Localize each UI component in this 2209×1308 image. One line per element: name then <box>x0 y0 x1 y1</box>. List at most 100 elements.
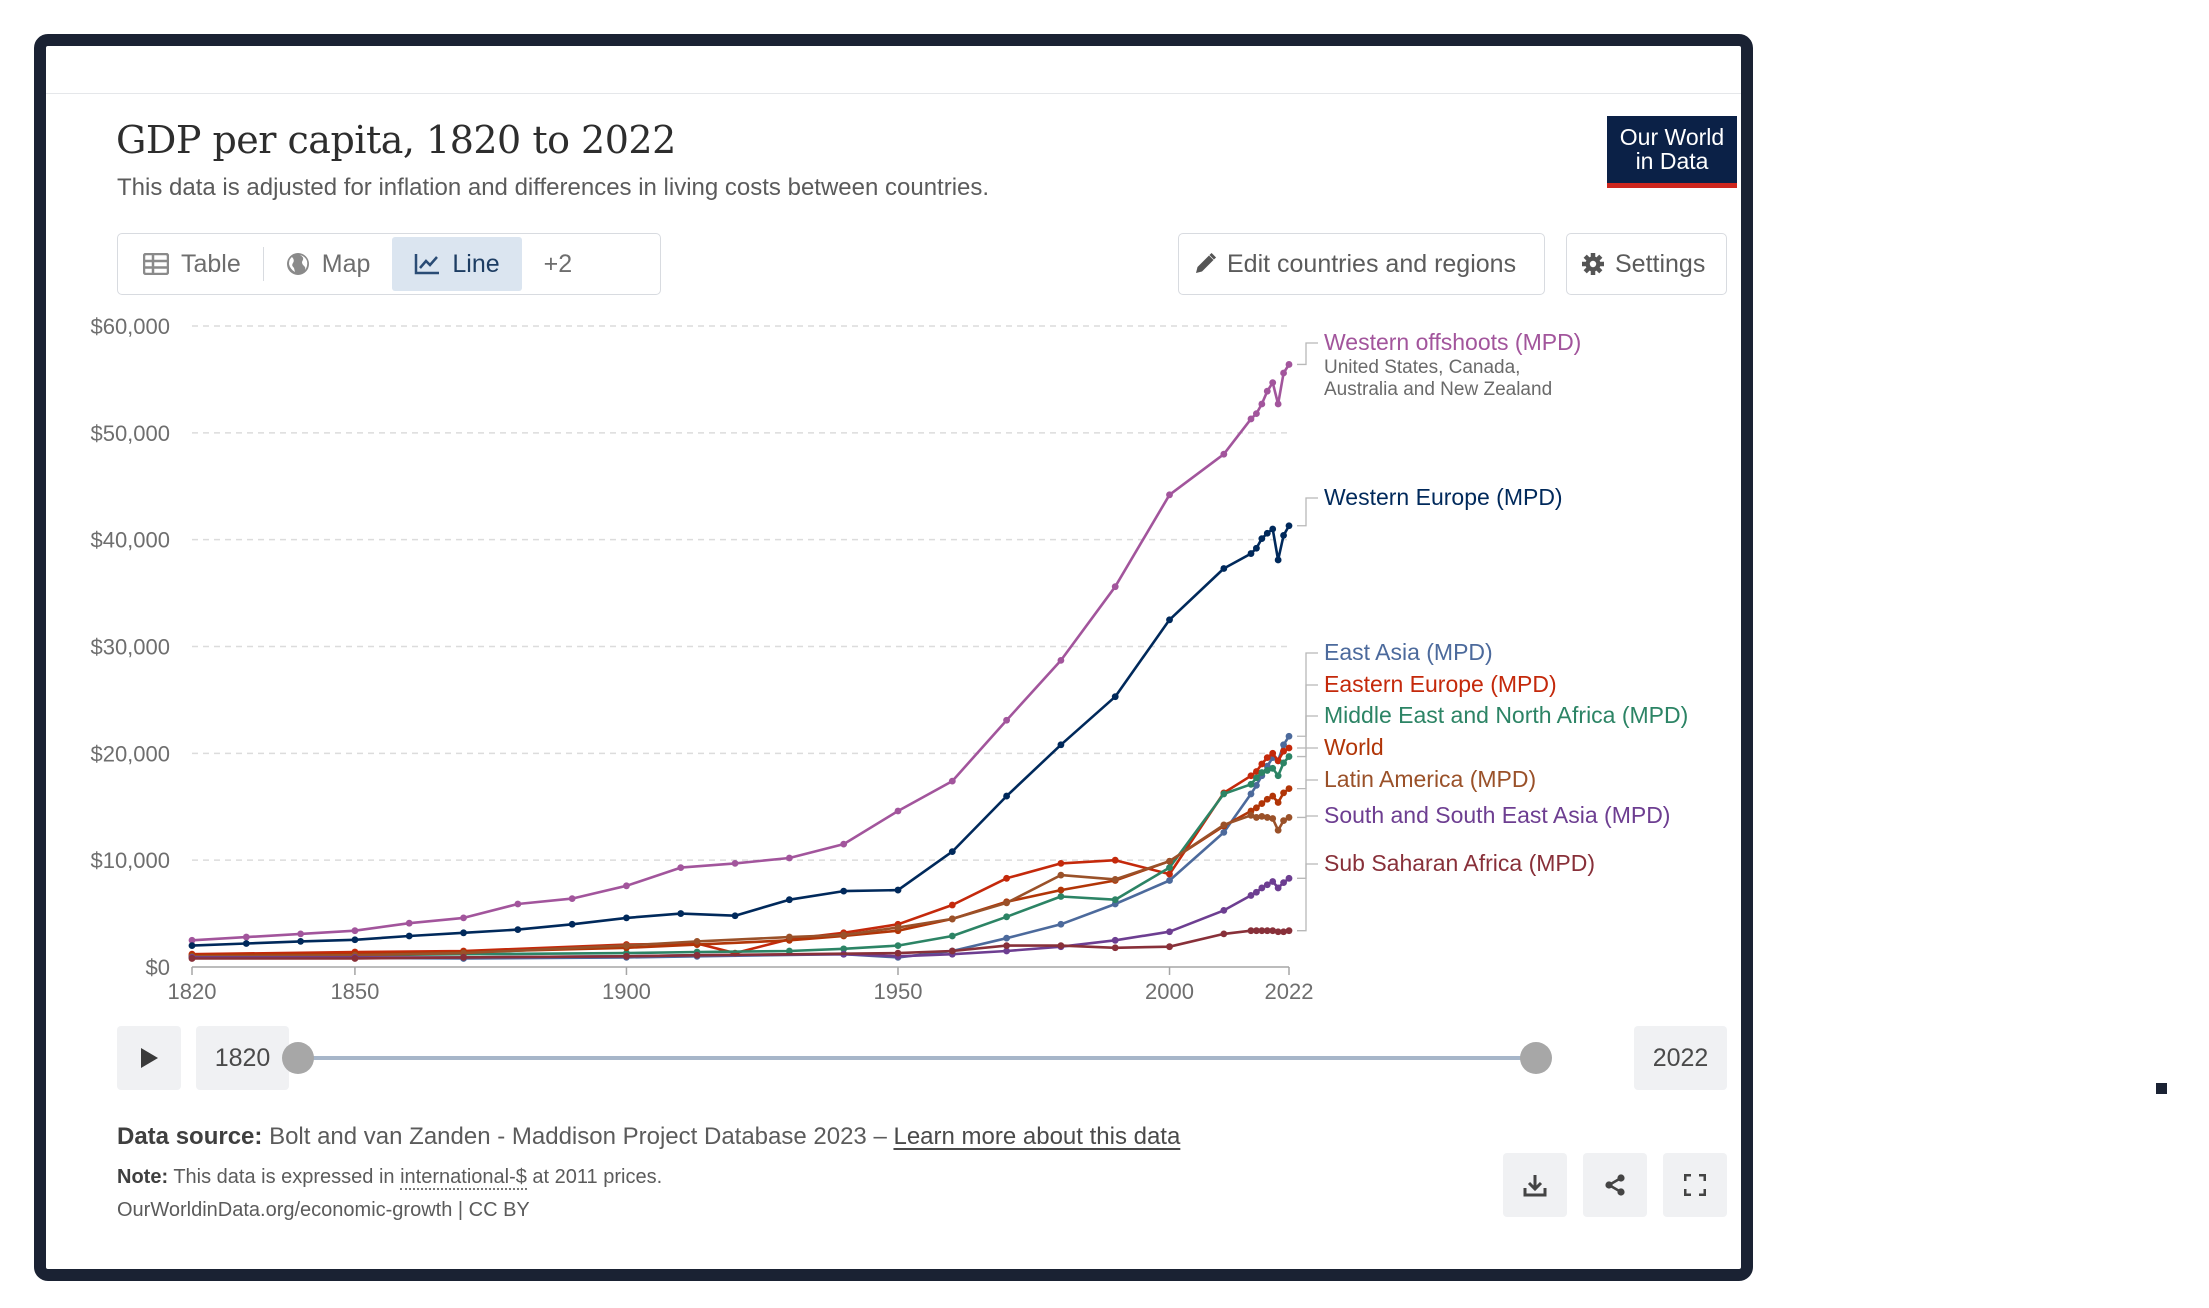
learn-more-link[interactable]: Learn more about this data <box>893 1123 1181 1150</box>
data-point-world <box>1263 795 1271 803</box>
series-line-eastern-europe <box>191 746 1290 956</box>
data-point-western-europe <box>677 910 685 917</box>
label-connector <box>1297 779 1318 819</box>
settings-button[interactable]: Settings <box>1566 233 1727 295</box>
end-year[interactable]: 2022 <box>1634 1026 1727 1090</box>
series-label-eastern-europe: Eastern Europe (MPD) <box>1324 671 1557 697</box>
international-dollar-term[interactable]: international-$ <box>400 1166 527 1190</box>
label-connector <box>1297 652 1318 737</box>
data-point-western-europe <box>623 914 630 922</box>
data-point-sub-saharan-africa <box>894 949 902 957</box>
series-label-western-europe: Western Europe (MPD) <box>1324 484 1563 510</box>
play-icon <box>141 1048 158 1068</box>
data-point-middle-east-and-north-africa <box>1111 896 1119 904</box>
tab-map-label: Map <box>321 249 371 278</box>
data-point-east-asia <box>1057 920 1065 928</box>
data-point-eastern-europe <box>1253 768 1260 775</box>
series-label-sub-saharan-africa: Sub Saharan Africa (MPD) <box>1324 850 1595 876</box>
x-tick-label: 1820 <box>168 979 217 1004</box>
data-point-middle-east-and-north-africa <box>1269 764 1277 772</box>
data-point-western-europe <box>1280 531 1287 539</box>
tab-more[interactable]: +2 <box>522 237 595 291</box>
logo-line-1: Our World <box>1619 124 1725 150</box>
tab-table[interactable]: Table <box>121 237 263 291</box>
y-tick-label: $50,000 <box>90 421 170 446</box>
x-tick-label: 1900 <box>602 979 651 1004</box>
series-line-south-and-south-east-asia <box>192 877 1290 959</box>
series-line-east-asia <box>191 735 1291 960</box>
data-point-sub-saharan-africa <box>1263 927 1271 935</box>
data-point-western-offshoots <box>1280 369 1287 377</box>
data-point-latin-america <box>1220 821 1228 829</box>
data-point-south-and-south-east-asia <box>1285 874 1293 882</box>
tab-line[interactable]: Line <box>392 237 522 291</box>
data-point-middle-east-and-north-africa <box>894 942 902 950</box>
series-line-middle-east-and-north-africa <box>191 755 1290 958</box>
data-point-western-offshoots <box>677 864 685 872</box>
note-post: at 2011 prices. <box>532 1166 663 1188</box>
data-point-latin-america <box>1111 875 1119 883</box>
data-point-western-offshoots <box>460 914 467 922</box>
label-connector <box>1297 747 1318 790</box>
data-point-world <box>1280 789 1287 797</box>
data-point-east-asia <box>1285 732 1293 740</box>
label-connector <box>1297 863 1318 932</box>
data-point-western-europe <box>460 929 467 937</box>
data-point-western-europe <box>840 887 848 895</box>
data-point-eastern-europe <box>1263 754 1271 762</box>
data-point-middle-east-and-north-africa <box>1247 780 1255 788</box>
data-point-western-offshoots <box>1057 656 1065 664</box>
data-point-middle-east-and-north-africa <box>948 932 956 940</box>
data-point-western-europe <box>1247 550 1255 557</box>
data-point-sub-saharan-africa <box>1280 928 1287 936</box>
data-point-world <box>1274 799 1282 806</box>
y-tick-label: $40,000 <box>90 528 170 553</box>
globe-icon <box>286 253 309 275</box>
series-line-western-offshoots <box>191 363 1291 942</box>
data-point-eastern-europe <box>1247 772 1255 780</box>
tab-separator <box>262 247 264 281</box>
data-point-western-europe <box>351 936 359 944</box>
data-point-latin-america <box>1280 817 1287 825</box>
data-point-middle-east-and-north-africa <box>840 945 848 953</box>
data-point-western-offshoots <box>1247 415 1255 423</box>
owid-logo[interactable]: Our World in Data <box>1607 116 1737 188</box>
data-point-south-and-south-east-asia <box>1166 928 1173 936</box>
series-label-latin-america: Latin America (MPD) <box>1324 766 1536 792</box>
timeline-end-handle[interactable] <box>1520 1042 1552 1074</box>
series-label-world: World <box>1324 734 1384 760</box>
chart-url[interactable]: OurWorldinData.org/economic-growth | CC … <box>117 1199 530 1221</box>
data-point-latin-america <box>840 931 848 939</box>
edit-countries-button[interactable]: Edit countries and regions <box>1178 233 1545 295</box>
label-connector <box>1297 497 1318 527</box>
data-point-middle-east-and-north-africa <box>1220 790 1228 798</box>
data-point-middle-east-and-north-africa <box>1263 767 1271 774</box>
data-point-world <box>1258 800 1266 807</box>
data-point-western-offshoots <box>1274 400 1282 408</box>
data-point-middle-east-and-north-africa <box>1166 864 1173 872</box>
data-point-western-offshoots <box>1258 400 1266 408</box>
series-label-middle-east-and-north-africa: Middle East and North Africa (MPD) <box>1324 702 1688 728</box>
data-point-sub-saharan-africa <box>1285 927 1293 935</box>
data-point-middle-east-and-north-africa <box>785 947 793 955</box>
data-point-sub-saharan-africa <box>1269 927 1277 935</box>
data-point-western-offshoots <box>351 927 359 935</box>
data-point-western-europe <box>1269 525 1277 533</box>
download-button[interactable] <box>1503 1153 1567 1217</box>
play-button[interactable] <box>117 1026 181 1090</box>
fullscreen-button[interactable] <box>1663 1153 1727 1217</box>
tab-line-label: Line <box>452 249 500 278</box>
share-button[interactable] <box>1583 1153 1647 1217</box>
start-year[interactable]: 1820 <box>196 1026 289 1090</box>
data-point-east-asia <box>1003 934 1011 942</box>
data-point-latin-america <box>1003 899 1011 907</box>
data-note: Note: This data is expressed in internat… <box>117 1166 663 1190</box>
tab-map[interactable]: Map <box>264 237 393 291</box>
timeline-track[interactable] <box>296 1056 1536 1060</box>
timeline-start-handle[interactable] <box>282 1042 314 1074</box>
source-label: Data source: <box>117 1123 263 1150</box>
data-point-western-europe <box>1057 741 1065 749</box>
data-point-western-offshoots <box>1220 450 1228 458</box>
data-point-south-and-south-east-asia <box>1258 884 1266 892</box>
data-point-world <box>1269 792 1277 800</box>
